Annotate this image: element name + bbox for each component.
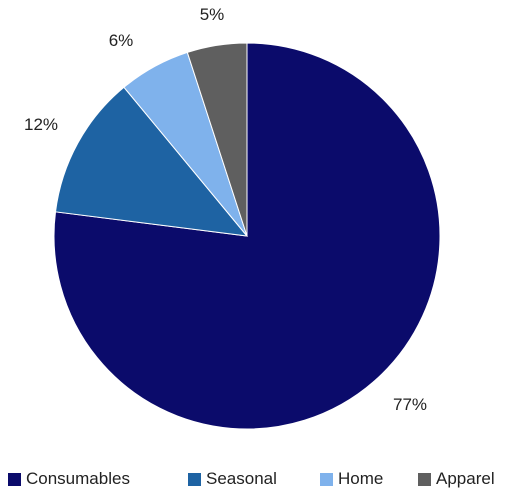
legend-label-apparel: Apparel: [436, 469, 495, 488]
legend-item-home: Home: [320, 469, 383, 489]
legend-label-home: Home: [338, 469, 384, 488]
pie-slice-consumables: [53, 42, 441, 430]
legend-swatch-seasonal: [188, 472, 201, 486]
legend-label-consumables: Consumables: [26, 469, 130, 488]
legend-item-seasonal: Seasonal: [188, 469, 277, 489]
legend-swatch-home: [320, 472, 333, 486]
legend-item-consumables: Consumables: [8, 469, 130, 489]
data-label-consumables: 77%: [393, 395, 427, 414]
data-label-apparel: 5%: [200, 5, 225, 24]
pie-slice-seasonal: [54, 86, 249, 237]
pie-slice-apparel: [186, 42, 248, 237]
data-label-home: 6%: [109, 31, 134, 50]
legend-item-apparel: Apparel: [418, 469, 495, 489]
legend: Consumables Seasonal Home Apparel: [0, 469, 523, 493]
legend-swatch-apparel: [418, 472, 431, 486]
data-label-seasonal: 12%: [24, 115, 58, 134]
legend-label-seasonal: Seasonal: [206, 469, 277, 488]
legend-swatch-consumables: [8, 472, 21, 486]
